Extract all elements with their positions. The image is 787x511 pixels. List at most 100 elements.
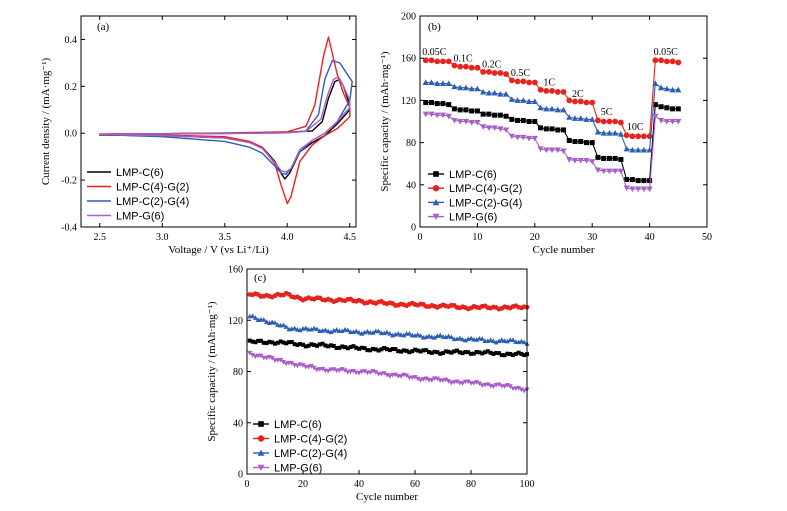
data-point xyxy=(578,139,584,145)
data-point xyxy=(415,348,420,353)
data-point xyxy=(497,90,504,97)
data-point xyxy=(301,342,305,347)
data-point xyxy=(398,374,404,379)
data-point xyxy=(502,384,508,389)
data-point xyxy=(462,84,470,91)
data-point xyxy=(646,133,653,140)
data-point xyxy=(641,178,647,184)
panel-a-ytick-label: 0.4 xyxy=(65,35,78,46)
data-point xyxy=(480,111,486,117)
data-point xyxy=(594,128,602,135)
data-point xyxy=(571,158,579,164)
panel-c-xtick-label: 0 xyxy=(245,479,250,490)
data-point xyxy=(390,347,395,352)
data-point xyxy=(376,348,381,353)
data-point xyxy=(422,111,429,118)
data-point xyxy=(455,348,459,353)
data-point xyxy=(548,147,556,154)
data-point xyxy=(526,119,532,124)
panel-a-frame xyxy=(80,15,357,228)
panel-c-legend-item-lmp-c-4-g-2: LMP-C(4)-G(2) xyxy=(253,434,347,446)
data-point xyxy=(468,64,475,71)
data-point xyxy=(525,98,533,104)
data-point xyxy=(566,156,573,163)
data-point xyxy=(289,361,295,366)
data-point xyxy=(308,326,314,332)
data-point xyxy=(504,338,510,344)
data-point xyxy=(440,101,446,107)
data-point xyxy=(538,125,544,131)
data-point xyxy=(362,369,368,374)
data-point xyxy=(331,343,336,348)
data-point xyxy=(404,348,409,353)
data-point xyxy=(488,350,493,355)
data-point xyxy=(508,77,515,84)
data-point xyxy=(422,79,429,85)
data-point xyxy=(520,117,526,123)
data-point xyxy=(334,345,339,350)
panel-b-legend-item-lmp-c-4-g-2: LMP-C(4)-G(2) xyxy=(428,183,522,195)
data-point xyxy=(463,350,468,355)
data-point xyxy=(415,332,421,337)
data-point xyxy=(663,85,670,92)
data-point xyxy=(308,364,314,369)
data-point xyxy=(658,57,664,64)
data-point xyxy=(522,353,527,358)
data-point xyxy=(466,350,471,355)
data-point xyxy=(480,69,487,75)
data-point xyxy=(675,106,681,112)
panel-a-xtick-label: 2.5 xyxy=(94,232,107,243)
data-point xyxy=(629,133,636,140)
data-point xyxy=(422,57,429,64)
data-point xyxy=(554,106,561,113)
data-point xyxy=(657,117,665,124)
data-point xyxy=(675,86,682,93)
data-point xyxy=(525,135,533,142)
data-point xyxy=(657,84,665,91)
data-point xyxy=(647,178,653,184)
panel-a-cv-chart: 2.5 3.0 3.5 4.0 4.5 -0.4 -0.2 0.0 0.2 0.4 Voltage … xyxy=(40,15,357,256)
data-point xyxy=(612,155,618,161)
data-point xyxy=(499,337,505,342)
legend-swatch-marker xyxy=(432,185,440,192)
data-point xyxy=(356,371,362,376)
data-point xyxy=(354,345,359,350)
panel-a-ytick-label: -0.4 xyxy=(61,223,77,234)
data-point xyxy=(382,345,387,350)
data-point xyxy=(345,346,350,351)
data-point xyxy=(345,327,351,333)
data-point xyxy=(373,347,378,352)
panel-c-legend-item-lmp-g-6: LMP-G(6) xyxy=(253,463,322,475)
data-point xyxy=(298,342,303,347)
data-point xyxy=(247,338,252,343)
data-point xyxy=(311,365,317,371)
data-point xyxy=(554,147,561,154)
legend-label: LMP-C(6) xyxy=(116,167,164,179)
data-point xyxy=(483,350,487,355)
panel-a-ytick-label: 0.0 xyxy=(65,129,78,140)
data-point xyxy=(280,359,286,365)
data-point xyxy=(543,88,550,94)
data-point xyxy=(353,328,359,334)
data-point xyxy=(583,140,589,146)
data-point xyxy=(438,351,443,356)
panel-b-legend-item-lmp-c-6: LMP-C(6) xyxy=(428,169,497,181)
data-point xyxy=(434,376,440,382)
data-point xyxy=(348,345,353,350)
data-point xyxy=(572,139,578,145)
data-point xyxy=(646,186,653,193)
data-point xyxy=(370,330,376,335)
data-point xyxy=(515,117,521,123)
data-point xyxy=(490,338,496,344)
panel-a-ytick-label: -0.2 xyxy=(61,176,77,187)
data-point xyxy=(434,80,441,87)
data-point xyxy=(451,83,458,90)
data-point xyxy=(289,340,294,345)
data-point xyxy=(531,135,538,142)
data-point xyxy=(320,366,326,372)
data-point xyxy=(497,112,503,118)
rate-annotation: 0.05C xyxy=(422,47,447,58)
data-point xyxy=(292,342,297,347)
data-point xyxy=(443,349,448,354)
